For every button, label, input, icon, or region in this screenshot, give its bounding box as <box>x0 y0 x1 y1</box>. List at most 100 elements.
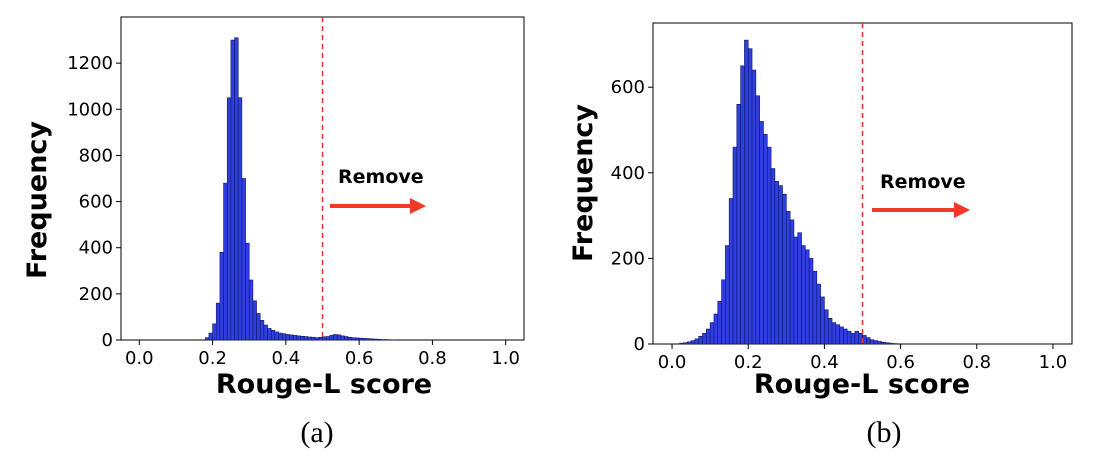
histogram-bar <box>204 337 210 341</box>
x-tick-label: 0.4 <box>272 348 301 369</box>
histogram-bar <box>709 322 715 345</box>
y-tick-label: 200 <box>79 284 113 305</box>
y-ticks-a: 0 200 400 600 800 1000 1200 <box>67 53 121 351</box>
histogram-bar <box>234 37 239 341</box>
histogram-bar <box>355 337 360 341</box>
histogram-bar <box>347 336 353 341</box>
histogram-bar <box>740 65 745 345</box>
annotation-label-a: Remove <box>338 166 424 188</box>
y-tick-label: 0 <box>634 334 645 355</box>
histogram-bar <box>797 232 802 345</box>
histogram-bar <box>322 336 327 341</box>
histogram-bar <box>728 198 734 345</box>
y-axis-title-a: Frequency <box>22 121 53 279</box>
y-tick-label: 400 <box>79 238 113 259</box>
histogram-bar <box>751 69 757 345</box>
histogram-bar <box>732 146 738 345</box>
histogram-bar <box>248 279 254 341</box>
x-tick-label: 0.6 <box>886 352 915 373</box>
panel-b: 0.0 0.2 0.4 0.6 0.8 1.0 0 200 400 600 Remove Rou… <box>568 22 1073 449</box>
x-tick-label: 1.0 <box>491 348 520 369</box>
histogram-bar <box>344 336 349 341</box>
histogram-bar <box>226 97 232 341</box>
histogram-bar <box>725 245 730 345</box>
histogram-bar <box>270 330 276 341</box>
histogram-bars-b <box>679 39 898 345</box>
histogram-bar <box>759 121 764 345</box>
histogram-bar <box>782 193 787 345</box>
histogram-bar <box>208 332 213 341</box>
x-ticks-b: 0.0 0.2 0.4 0.6 0.8 1.0 <box>658 344 1068 373</box>
histogram-bar <box>877 341 882 345</box>
histogram-bar <box>259 320 265 341</box>
y-tick-label: 800 <box>79 145 113 166</box>
histogram-bar <box>281 333 287 341</box>
histogram-bar <box>717 300 722 345</box>
x-tick-label: 0.4 <box>810 352 839 373</box>
histogram-bar <box>263 324 268 341</box>
histogram-bar <box>690 340 696 345</box>
histogram-bar <box>256 313 261 341</box>
histogram-bar <box>827 318 833 345</box>
histogram-bar <box>763 133 768 345</box>
x-tick-label: 0.2 <box>198 348 227 369</box>
histogram-bar <box>241 178 246 341</box>
histogram-bar <box>683 342 688 345</box>
x-tick-label: 1.0 <box>1039 352 1068 373</box>
y-tick-label: 400 <box>611 163 645 184</box>
histogram-bar <box>340 335 345 341</box>
x-ticks-a: 0.0 0.2 0.4 0.6 0.8 1.0 <box>125 340 520 369</box>
y-tick-label: 1000 <box>67 99 113 120</box>
histogram-bar <box>888 342 894 345</box>
histogram-bar <box>358 337 364 341</box>
histogram-bar <box>278 332 283 341</box>
histogram-bar <box>721 279 726 345</box>
y-tick-label: 1200 <box>67 53 113 74</box>
histogram-bar <box>866 337 871 345</box>
histogram-bar <box>285 334 290 341</box>
histogram-bar <box>766 146 772 345</box>
histogram-bar <box>816 283 821 345</box>
histogram-bar <box>366 338 371 341</box>
x-tick-label: 0.8 <box>418 348 447 369</box>
histogram-bar <box>311 336 316 341</box>
histogram-bar <box>869 339 875 345</box>
histogram-bar <box>873 340 879 345</box>
histogram-bar <box>835 324 840 345</box>
histogram-bar <box>881 341 886 345</box>
histogram-bar <box>303 336 309 341</box>
histogram-bar <box>778 185 783 345</box>
histogram-bar <box>808 258 814 345</box>
histogram-bar <box>362 338 367 341</box>
x-tick-label: 0.8 <box>962 352 991 373</box>
x-tick-label: 0.0 <box>125 348 154 369</box>
histogram-bar <box>223 182 228 341</box>
histogram-bar <box>292 335 298 341</box>
x-tick-label: 0.0 <box>658 352 687 373</box>
histogram-bar <box>237 97 243 341</box>
y-tick-label: 600 <box>611 77 645 98</box>
histogram-bar <box>351 337 356 341</box>
x-axis-title-b: Rouge-L score <box>754 369 970 400</box>
histogram-bar <box>839 326 844 345</box>
histogram-bar <box>267 328 272 341</box>
histogram-bar <box>820 296 825 345</box>
histogram-bar <box>212 323 217 341</box>
histogram-bar <box>333 334 338 341</box>
histogram-bar <box>307 336 312 341</box>
y-tick-label: 600 <box>79 192 113 213</box>
histogram-bar <box>747 48 753 345</box>
histogram-bar <box>686 341 692 345</box>
x-axis-title-a: Rouge-L score <box>216 369 432 400</box>
histogram-bar <box>698 335 703 345</box>
histogram-bar <box>373 338 378 341</box>
histogram-bar <box>854 330 859 345</box>
histogram-bar <box>702 332 707 345</box>
annotation-label-b: Remove <box>880 171 966 193</box>
histogram-bar <box>215 302 221 341</box>
y-tick-label: 200 <box>611 248 645 269</box>
histogram-bar <box>846 330 852 345</box>
histogram-bar <box>843 328 848 345</box>
panel-label-a: (a) <box>300 416 333 449</box>
